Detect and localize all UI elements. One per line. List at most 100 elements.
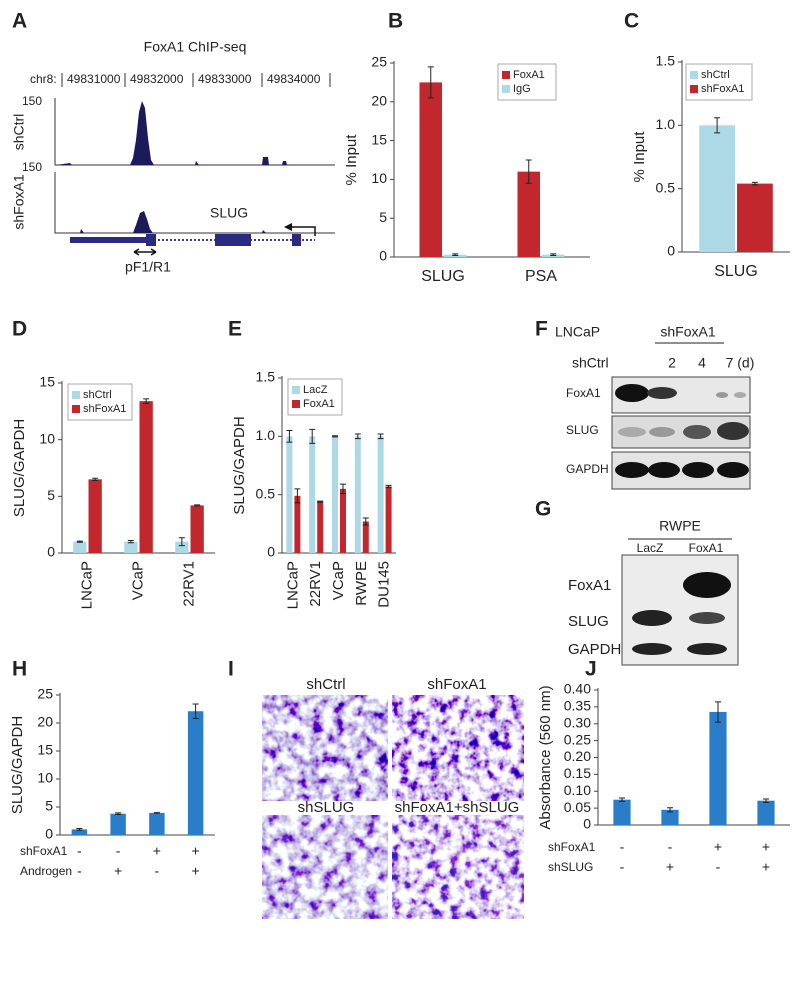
error-bar <box>317 500 324 503</box>
bar <box>88 479 102 553</box>
error-bar <box>550 253 557 256</box>
treatment-sign: + <box>153 843 161 859</box>
y-axis-label: SLUG/GAPDH <box>11 419 28 517</box>
lane-label: 7 (d) <box>726 355 755 371</box>
treatment-sign: - <box>668 839 673 855</box>
blot-row: SLUG <box>566 423 599 437</box>
peak <box>56 211 330 233</box>
y-tick-label: 15 <box>39 374 55 390</box>
legend-label: shFoxA1 <box>83 403 126 415</box>
y-tick-label: 0 <box>583 816 591 832</box>
lane-label: shCtrl <box>572 355 609 371</box>
treatment-sign: + <box>114 863 122 879</box>
track-scale: 150 <box>22 94 42 108</box>
bar <box>757 800 775 825</box>
error-bar <box>427 66 434 99</box>
legend-label: FoxA1 <box>303 398 335 410</box>
y-tick-label: 0 <box>667 243 675 259</box>
tss-arrow <box>288 226 316 236</box>
y-axis-label: SLUG/GAPDH <box>231 416 248 514</box>
panel-label: H <box>12 658 27 681</box>
error-bar <box>178 537 185 547</box>
y-tick-label: 5 <box>379 209 387 225</box>
x-tick-label: VCaP <box>129 561 146 600</box>
coord-label: 49832000 <box>130 72 184 86</box>
legend-label: FoxA1 <box>513 69 545 81</box>
error-bar <box>385 484 392 489</box>
error-bar <box>153 812 160 814</box>
bar <box>110 813 126 835</box>
track-name: shCtrl <box>11 114 27 151</box>
legend-label: shFoxA1 <box>701 83 744 95</box>
chrom-label: chr8: <box>30 72 57 86</box>
lane-label: 4 <box>698 355 706 371</box>
error-bar <box>286 430 293 443</box>
y-axis-label: % Input <box>631 131 648 183</box>
cell-line: LNCaP <box>555 324 600 340</box>
error-bar <box>715 701 721 723</box>
panel-label: J <box>585 658 597 681</box>
x-tick-label: PSA <box>525 268 557 285</box>
y-tick-label: 20 <box>371 93 387 109</box>
error-bar <box>309 428 316 444</box>
y-tick-label: 0.20 <box>564 748 591 764</box>
legend-box <box>497 63 557 101</box>
y-tick-label: 10 <box>37 770 53 786</box>
y-axis-label: SLUG/GAPDH <box>9 716 26 814</box>
y-tick-label: 0 <box>267 544 275 560</box>
error-bar <box>339 483 346 494</box>
legend-box <box>67 383 133 421</box>
legend-label: shCtrl <box>701 69 730 81</box>
y-tick-label: 15 <box>371 131 387 147</box>
bar <box>699 125 735 252</box>
blot-row: FoxA1 <box>566 386 601 400</box>
error-bar <box>76 828 83 831</box>
legend-label: shCtrl <box>83 389 112 401</box>
x-tick-label: RWPE <box>353 561 370 606</box>
treatment-sign: + <box>192 843 200 859</box>
error-bar <box>76 540 83 543</box>
error-bar <box>714 117 721 134</box>
bar <box>661 809 679 825</box>
panel-label: B <box>388 10 403 33</box>
legend-swatch <box>292 386 300 394</box>
error-bar <box>525 159 532 184</box>
y-tick-label: 0.5 <box>656 179 676 195</box>
bar <box>175 541 189 553</box>
error-bar <box>192 703 199 720</box>
error-bar <box>667 807 673 813</box>
y-tick-label: 0 <box>47 544 55 560</box>
error-bar <box>377 433 384 440</box>
track-name: shFoxA1 <box>11 174 27 229</box>
treatment-sign: + <box>714 839 722 855</box>
bar <box>340 488 346 553</box>
panel-label: C <box>624 10 639 33</box>
panel-label: E <box>228 318 242 341</box>
x-tick-label: SLUG <box>714 263 758 280</box>
error-bar <box>143 398 150 404</box>
x-tick-label: 22RV1 <box>180 561 197 607</box>
error-bar <box>763 798 769 803</box>
y-tick-label: 0 <box>379 248 387 264</box>
legend-swatch <box>292 400 300 408</box>
blot-f <box>611 376 751 490</box>
coord-label: 49831000 <box>67 72 121 86</box>
error-bar <box>362 517 369 526</box>
x-tick-label: LNCaP <box>78 561 95 609</box>
treatment-sign: - <box>620 839 625 855</box>
blot-row: FoxA1 <box>568 577 611 594</box>
panel-label: D <box>12 318 27 341</box>
bar <box>517 171 540 257</box>
y-tick-label: 0.05 <box>564 799 591 815</box>
legend-label: IgG <box>513 83 531 95</box>
treatment-sign: - <box>77 863 82 879</box>
y-tick-label: 20 <box>37 714 53 730</box>
lane-label: 2 <box>668 355 676 371</box>
y-tick-label: 0.30 <box>564 714 591 730</box>
panel-label: A <box>12 10 27 33</box>
y-tick-label: 25 <box>371 54 387 70</box>
treatment-sign: - <box>77 843 82 859</box>
error-bar <box>92 477 99 481</box>
bar <box>362 521 369 553</box>
